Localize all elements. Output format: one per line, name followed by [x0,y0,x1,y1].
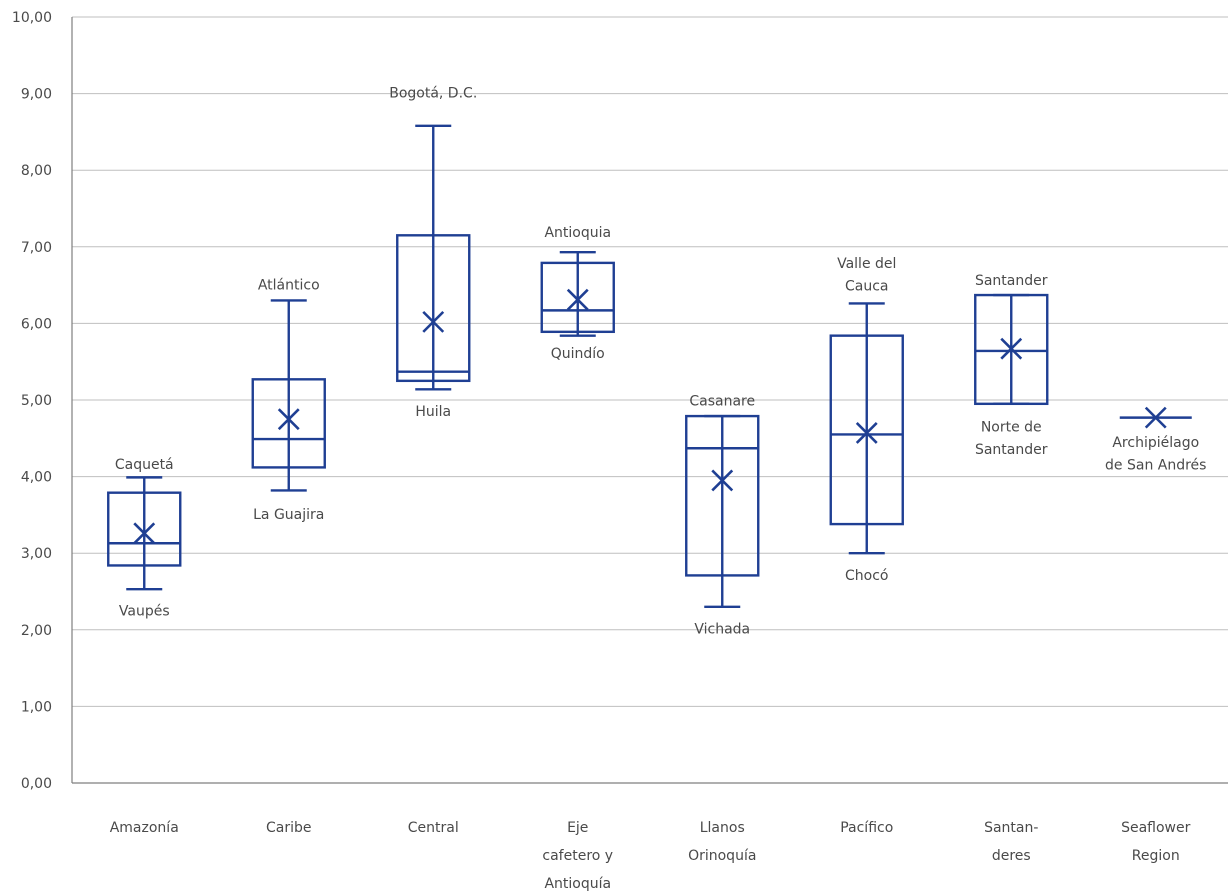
y-tick-label: 0,00 [21,776,52,792]
annotation-label: Vichada [694,622,750,638]
annotation-label: Vaupés [119,603,170,619]
mean-marker [277,408,300,431]
annotation-label: Santander [975,273,1048,289]
annotations: Caquetá Vaupés Atlántico La Guajira Bogotá, … [115,85,1207,637]
box-group [540,250,615,337]
box-group [107,476,182,591]
box-group [974,293,1049,406]
annotation-label: Santander [975,442,1048,458]
box-series [107,124,1192,609]
mean-marker [1000,337,1023,360]
annotation-label: La Guajira [253,507,324,523]
x-category-label: deres [992,848,1031,864]
mean-marker [711,469,734,492]
axes [71,17,1228,784]
box-group [396,124,471,391]
x-category-label: cafetero y [542,848,613,864]
annotation-label: Atlántico [258,278,320,294]
annotation-label: Antioquia [544,225,611,241]
annotation-label: de San Andrés [1105,457,1206,473]
mean-marker [566,288,589,311]
y-tick-label: 6,00 [21,316,52,332]
x-category-label: Antioquía [544,876,611,892]
mean-marker [422,310,445,333]
box-iqr [974,293,1049,406]
box-iqr [540,261,615,334]
box-group [251,299,326,492]
annotation-label: Valle del [837,256,896,272]
y-tick-label: 10,00 [12,10,52,26]
box-iqr [396,234,471,383]
y-axis-tick-labels: 0,00 1,00 2,00 3,00 4,00 5,00 6,00 7,00 8,00 9,00… [12,10,52,792]
box-iqr [685,414,760,577]
x-axis-category-labels: Amazonía Caribe Central Eje cafetero y Antioq… [110,820,1191,892]
box-iqr [829,334,904,526]
mean-marker [855,422,878,444]
y-tick-label: 4,00 [21,470,52,486]
x-category-label: Region [1132,848,1180,864]
x-category-label: Central [408,820,459,836]
y-tick-label: 5,00 [21,393,52,409]
box-group [685,414,760,609]
box-iqr [107,491,182,567]
annotation-label: Bogotá, D.C. [389,85,477,101]
x-category-label: Amazonía [110,820,179,836]
annotation-label: Caquetá [115,457,174,473]
x-category-label: Orinoquía [688,848,756,864]
box-iqr [251,378,326,469]
annotation-label: Cauca [845,278,889,294]
y-tick-label: 1,00 [21,699,52,715]
y-tick-label: 8,00 [21,163,52,179]
annotation-label: Casanare [689,393,755,409]
mean-marker [133,522,156,545]
y-tick-label: 7,00 [21,240,52,256]
x-category-label: Seaflower [1121,820,1191,836]
annotation-label: Norte de [981,419,1042,435]
annotation-label: Chocó [845,568,888,584]
annotation-label: Quindío [551,346,605,362]
y-tick-label: 3,00 [21,546,52,562]
gridlines [72,16,1228,707]
x-category-label: Eje [567,820,588,836]
mean-marker [1144,406,1167,429]
box-group [829,302,904,555]
x-category-label: Pacífico [840,820,893,836]
box-group [1119,406,1192,429]
x-category-label: Caribe [266,820,312,836]
y-tick-label: 2,00 [21,623,52,639]
annotation-label: Huila [415,404,451,420]
annotation-label: Archipiélago [1112,435,1199,451]
x-category-label: Santan- [984,820,1038,836]
y-tick-label: 9,00 [21,87,52,103]
x-category-label: Llanos [700,820,745,836]
